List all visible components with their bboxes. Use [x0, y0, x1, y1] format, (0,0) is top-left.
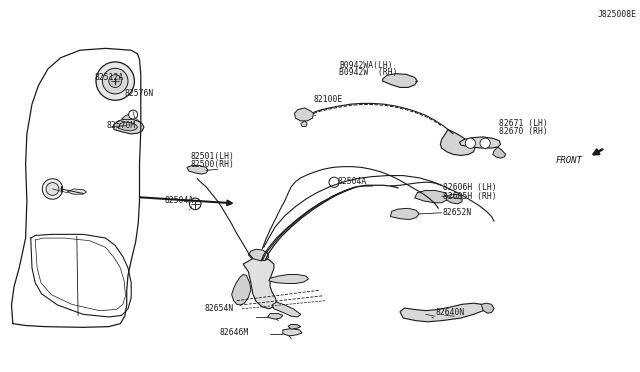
Text: FRONT: FRONT	[556, 156, 582, 165]
Polygon shape	[122, 115, 131, 120]
Polygon shape	[301, 121, 307, 126]
Text: 82501(LH): 82501(LH)	[191, 153, 235, 161]
Polygon shape	[415, 190, 448, 203]
Circle shape	[42, 179, 63, 199]
Polygon shape	[67, 189, 86, 194]
Circle shape	[109, 75, 122, 87]
Circle shape	[46, 183, 59, 195]
Text: B0942W  (RH): B0942W (RH)	[339, 68, 397, 77]
Polygon shape	[294, 108, 314, 121]
Text: 82100E: 82100E	[314, 95, 343, 104]
Text: J825008E: J825008E	[598, 10, 637, 19]
Text: 82671 (LH): 82671 (LH)	[499, 119, 548, 128]
Polygon shape	[460, 137, 500, 148]
Polygon shape	[481, 303, 494, 313]
Text: 82504A: 82504A	[164, 196, 194, 205]
Polygon shape	[440, 129, 475, 155]
Text: 82654N: 82654N	[204, 304, 234, 313]
Polygon shape	[272, 302, 301, 317]
Text: 82504A: 82504A	[338, 177, 367, 186]
Circle shape	[329, 177, 339, 187]
Polygon shape	[383, 74, 417, 87]
Text: B0942WA(LH): B0942WA(LH)	[339, 61, 393, 70]
Polygon shape	[269, 275, 308, 283]
Polygon shape	[118, 122, 138, 131]
Polygon shape	[288, 324, 301, 329]
Text: 82605H (RH): 82605H (RH)	[443, 192, 497, 201]
Polygon shape	[268, 314, 283, 319]
Circle shape	[96, 62, 134, 100]
Text: 82670 (RH): 82670 (RH)	[499, 127, 548, 136]
Text: 82640N: 82640N	[435, 308, 465, 317]
Polygon shape	[114, 119, 144, 134]
Circle shape	[480, 138, 490, 148]
Text: 82512A: 82512A	[95, 73, 124, 82]
Circle shape	[129, 110, 138, 119]
Polygon shape	[283, 328, 302, 336]
Text: 82646M: 82646M	[219, 328, 248, 337]
Circle shape	[465, 138, 476, 148]
Text: 82570M: 82570M	[107, 121, 136, 130]
Polygon shape	[232, 275, 251, 305]
Text: 82500(RH): 82500(RH)	[191, 160, 235, 169]
Polygon shape	[400, 303, 485, 322]
Polygon shape	[447, 194, 462, 204]
Polygon shape	[187, 166, 208, 174]
Text: 82606H (LH): 82606H (LH)	[443, 183, 497, 192]
Text: 82576N: 82576N	[125, 89, 154, 97]
Circle shape	[189, 198, 201, 209]
Text: 82652N: 82652N	[443, 208, 472, 217]
Polygon shape	[493, 147, 506, 158]
Polygon shape	[390, 208, 419, 219]
Polygon shape	[243, 257, 276, 309]
Polygon shape	[248, 249, 269, 260]
Circle shape	[102, 68, 128, 94]
